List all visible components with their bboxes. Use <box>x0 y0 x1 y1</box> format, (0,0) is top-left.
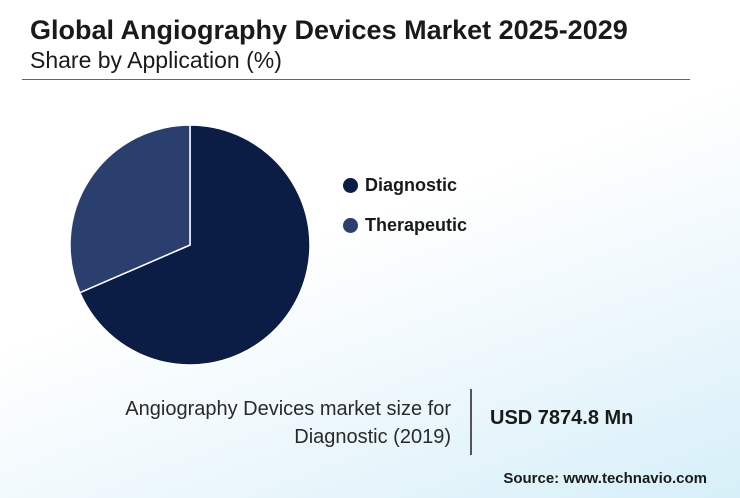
market-size-label: Angiography Devices market size for Diag… <box>31 395 451 451</box>
chart-title: Global Angiography Devices Market 2025-2… <box>30 15 628 45</box>
market-size-label-line1: Angiography Devices market size for <box>125 398 451 420</box>
legend-item-diagnostic: Diagnostic <box>343 174 467 196</box>
legend: Diagnostic Therapeutic <box>343 174 467 254</box>
chart-subtitle: Share by Application (%) <box>30 47 282 73</box>
legend-label-therapeutic: Therapeutic <box>365 214 468 235</box>
pie-slice-diagnostic <box>78 124 311 366</box>
legend-label-diagnostic: Diagnostic <box>365 174 458 195</box>
legend-swatch-diagnostic <box>343 177 358 193</box>
header-divider <box>22 79 690 80</box>
source-note: Source: www.technavio.com <box>503 470 707 487</box>
market-size-value: USD 7874.8 Mn <box>490 407 634 429</box>
legend-item-therapeutic: Therapeutic <box>343 214 467 236</box>
info-divider <box>470 389 472 455</box>
legend-swatch-therapeutic <box>343 217 358 233</box>
market-size-label-line2: Diagnostic (2019) <box>294 426 451 448</box>
chart-header: Global Angiography Devices Market 2025-2… <box>30 14 628 74</box>
pie-slice-therapeutic <box>69 124 191 294</box>
